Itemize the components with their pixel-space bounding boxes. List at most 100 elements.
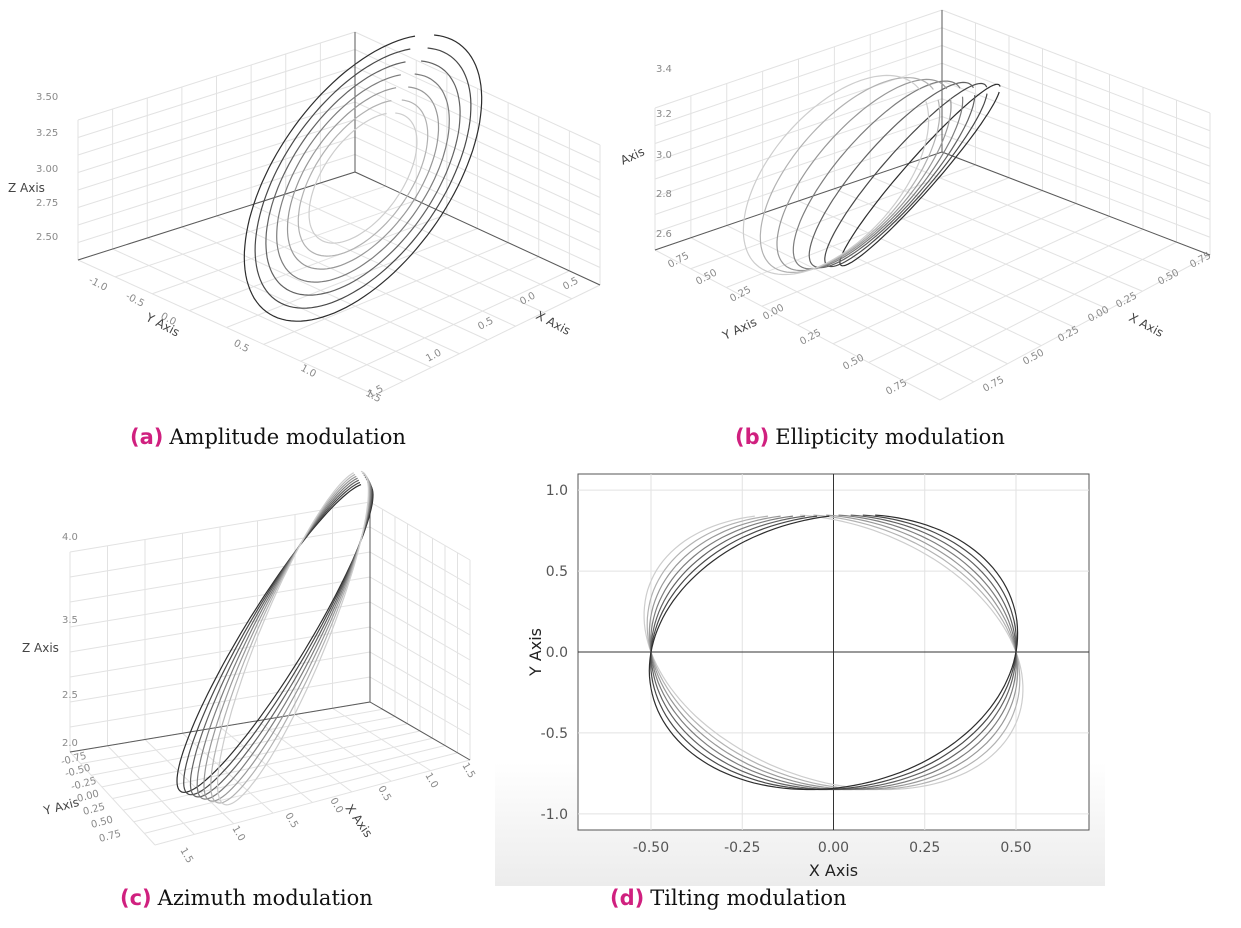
a-x-tick: 0.5 bbox=[476, 315, 495, 332]
c-z-tick: 3.5 bbox=[62, 615, 78, 626]
b-floor-grid bbox=[832, 215, 1110, 345]
caption-b-tag: (b) bbox=[735, 425, 770, 449]
b-wall-grid bbox=[654, 9, 943, 109]
b-z-tick: 3.4 bbox=[656, 64, 672, 75]
c-y-tick: 0.75 bbox=[98, 829, 122, 845]
c-floor-grid bbox=[154, 759, 471, 846]
a-wall-grid bbox=[354, 49, 601, 163]
a-floor-grid bbox=[285, 193, 544, 313]
c-x-tick: 0.5 bbox=[282, 811, 299, 830]
caption-c: (c) Azimuth modulation bbox=[120, 886, 373, 910]
c-x-tick: 1.5 bbox=[459, 761, 476, 780]
b-wall-grid bbox=[654, 45, 943, 144]
b-z-label: Z Axis bbox=[620, 144, 647, 172]
c-floor-edge bbox=[69, 701, 371, 753]
c-x-tick: 0.5 bbox=[375, 784, 392, 803]
c-wall-grid bbox=[69, 601, 371, 653]
chart-c-plot: 4.03.53.02.52.0Z Axis-0.75-0.50-0.250.00… bbox=[22, 470, 477, 865]
b-x-tick: 0.25 bbox=[1114, 290, 1139, 310]
b-series-line bbox=[776, 78, 952, 272]
b-x-tick: 0.50 bbox=[1156, 267, 1181, 287]
b-x-tick: 0.75 bbox=[1188, 250, 1213, 270]
a-z-tick: 3.00 bbox=[36, 164, 58, 175]
d-series-line bbox=[646, 514, 1021, 791]
b-floor-grid bbox=[939, 254, 1211, 401]
a-floor-edge bbox=[77, 171, 356, 261]
c-floor-grid bbox=[133, 745, 446, 823]
b-y-tick: 0.75 bbox=[884, 377, 909, 397]
d-series-line bbox=[643, 514, 1024, 791]
d-x-label: X Axis bbox=[809, 861, 858, 880]
a-floor-grid bbox=[374, 284, 601, 396]
c-wall-grid bbox=[369, 551, 471, 611]
a-wall-grid bbox=[77, 31, 356, 121]
a-z-tick: 2.50 bbox=[36, 232, 58, 243]
chart-ellipticity-modulation: 3.43.23.02.82.6Z Axis0.750.500.250.000.2… bbox=[620, 0, 1241, 420]
b-floor-edge bbox=[941, 151, 1211, 256]
a-y-tick: -1.0 bbox=[87, 275, 109, 294]
a-wall-grid bbox=[354, 84, 601, 198]
b-y-tick: 0.25 bbox=[728, 284, 753, 304]
d-series-line bbox=[649, 514, 1018, 791]
c-wall-grid bbox=[369, 601, 471, 661]
a-z-tick: 3.50 bbox=[36, 92, 58, 103]
a-x-tick: 1.0 bbox=[424, 347, 443, 364]
b-wall-grid bbox=[654, 80, 943, 180]
c-wall-grid bbox=[369, 501, 471, 561]
b-floor-grid bbox=[904, 241, 1177, 382]
c-floor-grid bbox=[332, 707, 431, 772]
d-x-tick: -0.50 bbox=[633, 840, 669, 856]
d-y-label: Y Axis bbox=[526, 628, 545, 677]
b-y-label: Y Axis bbox=[719, 315, 758, 343]
a-floor-edge bbox=[354, 171, 601, 286]
chart-d-plot: -0.50 -0.25 0.00 0.25 0.50 1.0 0.5 0.0 -0.5 -1.0 X… bbox=[495, 473, 1105, 886]
chart-tilting-modulation: -0.50 -0.25 0.00 0.25 0.50 1.0 0.5 0.0 -0.5 -1.0 X… bbox=[495, 462, 1105, 886]
a-wall-grid bbox=[77, 66, 356, 156]
c-wall-grid bbox=[369, 526, 471, 586]
c-x-tick: 0.0 bbox=[327, 796, 344, 815]
chart-amplitude-modulation: 2.50 2.75 3.00 3.25 3.50 Z Axis -1.0 -0.5 0.0 0.5… bbox=[0, 0, 620, 420]
c-y-label: Y Axis bbox=[41, 795, 80, 818]
b-floor-grid bbox=[834, 188, 1109, 310]
c-floor-grid bbox=[294, 714, 392, 782]
c-series-line bbox=[196, 476, 372, 800]
a-y-tick: 1.0 bbox=[299, 363, 318, 380]
caption-a-tag: (a) bbox=[130, 425, 164, 449]
d-x-tick: -0.25 bbox=[724, 840, 760, 856]
a-floor-grid bbox=[320, 182, 573, 300]
c-y-tick: 0.50 bbox=[90, 815, 114, 831]
c-z-tick: 2.0 bbox=[62, 738, 78, 749]
a-z-label: Z Axis bbox=[8, 181, 45, 195]
b-wall-grid bbox=[941, 27, 1211, 132]
a-series-line bbox=[308, 112, 418, 244]
d-series-line bbox=[648, 514, 1019, 791]
a-z-tick: 2.75 bbox=[36, 198, 58, 209]
d-series-line bbox=[650, 514, 1017, 791]
a-series-line bbox=[297, 99, 429, 257]
a-wall-grid bbox=[77, 101, 356, 191]
c-z-tick: 3.0 bbox=[62, 470, 78, 473]
chart-b-plot: 3.43.23.02.82.6Z Axis0.750.500.250.000.2… bbox=[620, 9, 1213, 401]
c-floor-grid bbox=[144, 752, 458, 834]
b-wall-grid bbox=[941, 9, 1211, 114]
b-z-tick: 2.8 bbox=[656, 189, 672, 200]
b-series-line bbox=[742, 74, 930, 276]
b-floor-grid bbox=[905, 163, 1177, 274]
c-wall-grid bbox=[69, 526, 371, 578]
a-series-line bbox=[265, 60, 461, 296]
d-x-tick: 0.50 bbox=[1000, 840, 1031, 856]
a-floor-grid bbox=[337, 270, 570, 379]
b-series-line bbox=[759, 76, 941, 273]
c-wall-grid bbox=[69, 576, 371, 628]
a-z-tick: 3.25 bbox=[36, 128, 58, 139]
d-y-tick: -0.5 bbox=[541, 726, 568, 742]
c-floor-edge bbox=[369, 701, 471, 761]
c-series-line bbox=[217, 470, 369, 806]
caption-d-tag: (d) bbox=[610, 886, 645, 910]
c-floor-grid bbox=[123, 737, 433, 811]
c-wall-grid bbox=[69, 551, 371, 603]
caption-d-title: Tilting modulation bbox=[650, 886, 847, 910]
b-wall-grid bbox=[941, 80, 1211, 185]
a-floor-grid bbox=[263, 242, 509, 345]
a-y-tick: 0.5 bbox=[232, 338, 251, 355]
